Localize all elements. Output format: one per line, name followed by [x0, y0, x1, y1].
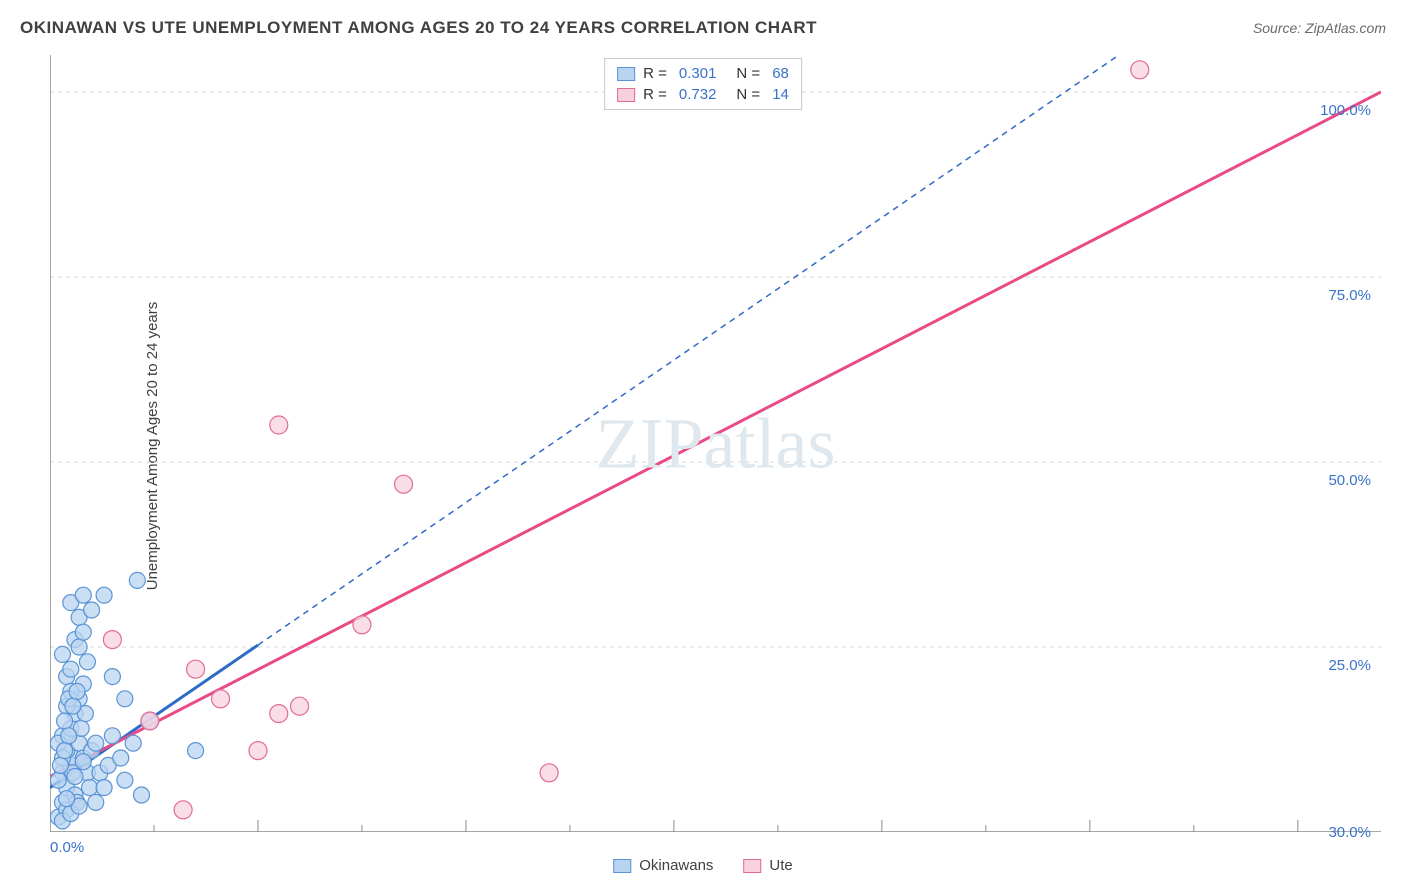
n-value-ute: 14 — [772, 86, 789, 103]
legend-label-ute: Ute — [769, 857, 792, 874]
y-tick-label: 25.0% — [1328, 657, 1371, 674]
r-value-okinawans: 0.301 — [679, 65, 717, 82]
swatch-okinawans — [613, 859, 631, 873]
source-label: Source: ZipAtlas.com — [1253, 20, 1386, 36]
y-tick-label: 50.0% — [1328, 472, 1371, 489]
y-tick-label: 100.0% — [1320, 102, 1371, 119]
plot-area: ZIPatlas — [50, 55, 1381, 832]
legend-bottom: Okinawans Ute — [613, 857, 793, 874]
r-value-ute: 0.732 — [679, 86, 717, 103]
r-label: R = — [643, 65, 667, 82]
r-label: R = — [643, 86, 667, 103]
stats-row-ute: R = 0.732 N = 14 — [617, 84, 789, 105]
legend-item-ute: Ute — [743, 857, 792, 874]
n-label: N = — [736, 65, 760, 82]
swatch-ute — [743, 859, 761, 873]
swatch-okinawans — [617, 67, 635, 81]
legend-item-okinawans: Okinawans — [613, 857, 713, 874]
scatter-plot-svg — [50, 55, 1381, 832]
n-value-okinawans: 68 — [772, 65, 789, 82]
n-label: N = — [736, 86, 760, 103]
legend-label-okinawans: Okinawans — [639, 857, 713, 874]
header: OKINAWAN VS UTE UNEMPLOYMENT AMONG AGES … — [20, 18, 1386, 38]
stats-legend-box: R = 0.301 N = 68 R = 0.732 N = 14 — [604, 58, 802, 110]
chart-title: OKINAWAN VS UTE UNEMPLOYMENT AMONG AGES … — [20, 18, 817, 38]
swatch-ute — [617, 88, 635, 102]
x-end-label: 30.0% — [1328, 824, 1371, 841]
y-tick-label: 75.0% — [1328, 287, 1371, 304]
stats-row-okinawans: R = 0.301 N = 68 — [617, 63, 789, 84]
x-origin-label: 0.0% — [50, 839, 84, 856]
